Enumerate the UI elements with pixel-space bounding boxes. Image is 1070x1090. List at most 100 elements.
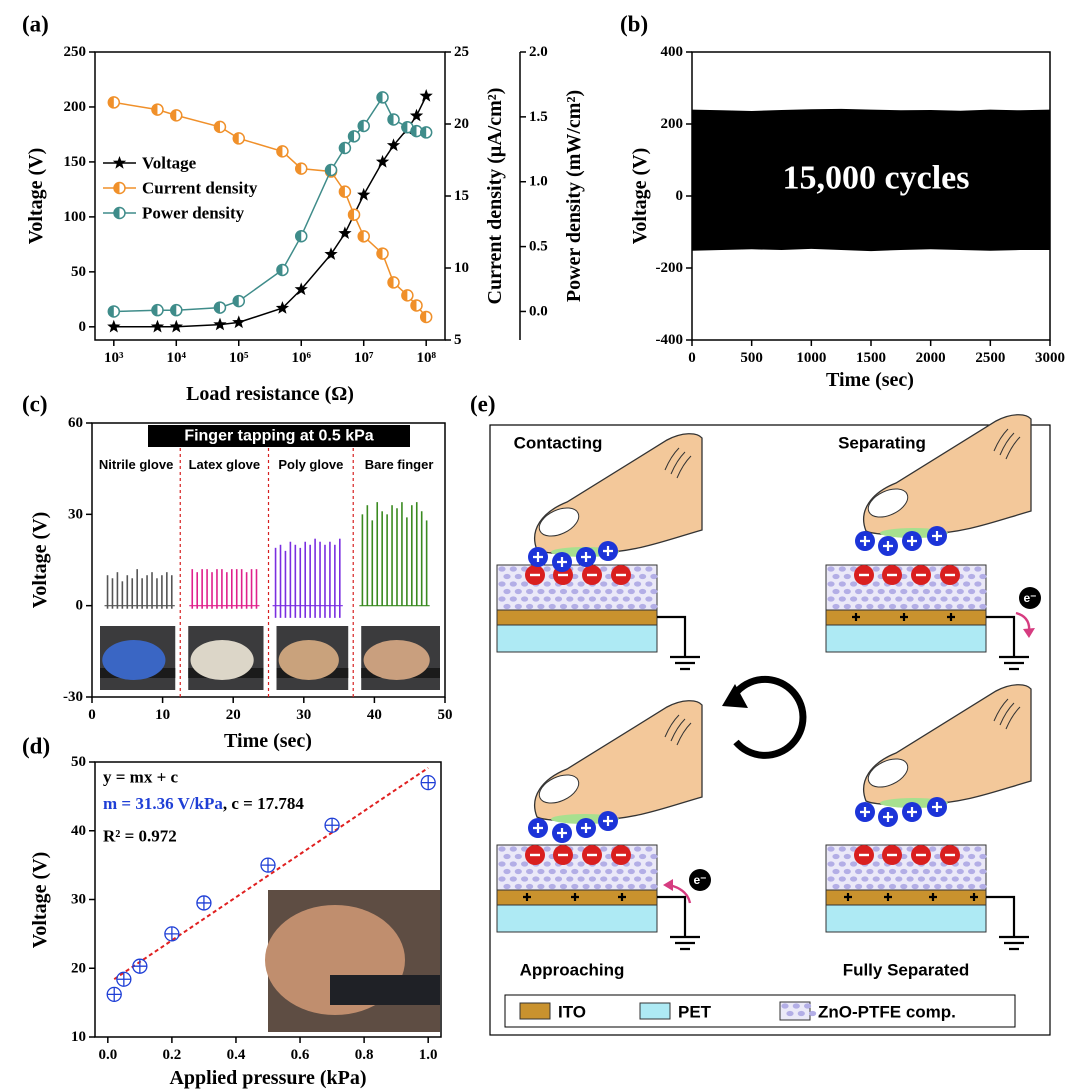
particle [645,846,652,851]
particle [945,604,952,609]
y-tick-label: 10 [71,1029,86,1045]
particle [878,589,885,594]
particle [957,589,964,594]
y-tick-label: 5 [454,332,462,348]
particle [968,869,975,874]
x-tick-label: 3000 [1035,350,1065,366]
particle [974,861,981,866]
y-tick-label: 200 [661,116,684,132]
legend: ITOPETZnO-PTFE comp. [505,995,1015,1027]
legend-label: Voltage [142,154,197,173]
particle [594,884,601,889]
particle [503,869,510,874]
particle [918,876,925,881]
particle [628,884,635,889]
particle [571,589,578,594]
chart-title: Finger tapping at 0.5 kPa [184,428,373,445]
particle [589,596,596,601]
particle [929,581,936,586]
y-tick-label: 50 [71,264,86,280]
x-axis-title: Load resistance (Ω) [186,383,354,405]
particle [639,574,646,579]
particle [515,869,522,874]
data-point [133,959,147,973]
particle [889,869,896,874]
particle [560,589,567,594]
particle [503,604,510,609]
pet-layer [826,905,986,932]
particle [589,876,596,881]
y-tick-label: 15 [454,188,469,204]
stage-label: Separating [838,434,926,453]
particle [503,884,510,889]
y-tick-label: 0.5 [529,239,548,255]
data-point [107,987,121,1001]
particle [583,884,590,889]
particle [510,876,517,881]
particle [952,876,959,881]
particle [616,604,623,609]
segment-label-box: Bare finger [359,455,439,499]
data-point [108,306,119,317]
x-tick-label: 10⁶ [291,350,311,366]
particle [781,1003,788,1008]
particle [571,604,578,609]
particle [907,596,914,601]
particle [510,861,517,866]
y-axis-title: Voltage (V) [29,512,51,608]
particle [526,884,533,889]
intercept-text: , c = 17.784 [223,794,304,813]
particle [498,876,505,881]
particle [895,876,902,881]
particle [895,596,902,601]
particle [866,869,873,874]
x-axis-title: Applied pressure (kPa) [169,1067,366,1089]
particle [605,604,612,609]
data-point [117,972,131,986]
particle [634,596,641,601]
particle [628,589,635,594]
y-tick-label: 40 [71,823,86,839]
particle [832,574,839,579]
particle [605,884,612,889]
particle [866,884,873,889]
particle [827,861,834,866]
particle [968,884,975,889]
legend-label: Power density [142,204,245,223]
particle [537,589,544,594]
segment-label-box: Poly glove [271,455,351,499]
particle [974,846,981,851]
data-point [171,110,182,121]
particle [844,869,851,874]
particle [873,596,880,601]
particle [639,589,646,594]
data-point [214,302,225,313]
x-tick-label: 0.6 [291,1047,310,1063]
data-point [339,143,350,154]
y-tick-label: 10 [454,260,469,276]
y-tick-label: 60 [68,415,83,431]
y-tick-label: 400 [661,44,684,60]
particle [600,876,607,881]
data-point [165,927,179,941]
particle [650,574,657,579]
particle [544,566,551,571]
x-tick-label: 10 [155,707,170,723]
x-tick-label: 20 [226,707,241,723]
y-tick-label: -30 [63,689,83,705]
y-tick-label: 0.0 [529,303,548,319]
particle [544,876,551,881]
particle [963,581,970,586]
particle [878,604,885,609]
particle [600,861,607,866]
particle [878,884,885,889]
particle [560,884,567,889]
particle [600,581,607,586]
data-point [421,127,432,138]
particle [889,604,896,609]
data-point [296,231,307,242]
particle [498,596,505,601]
segment-label: Poly glove [271,455,351,474]
particle [498,581,505,586]
particle [907,861,914,866]
